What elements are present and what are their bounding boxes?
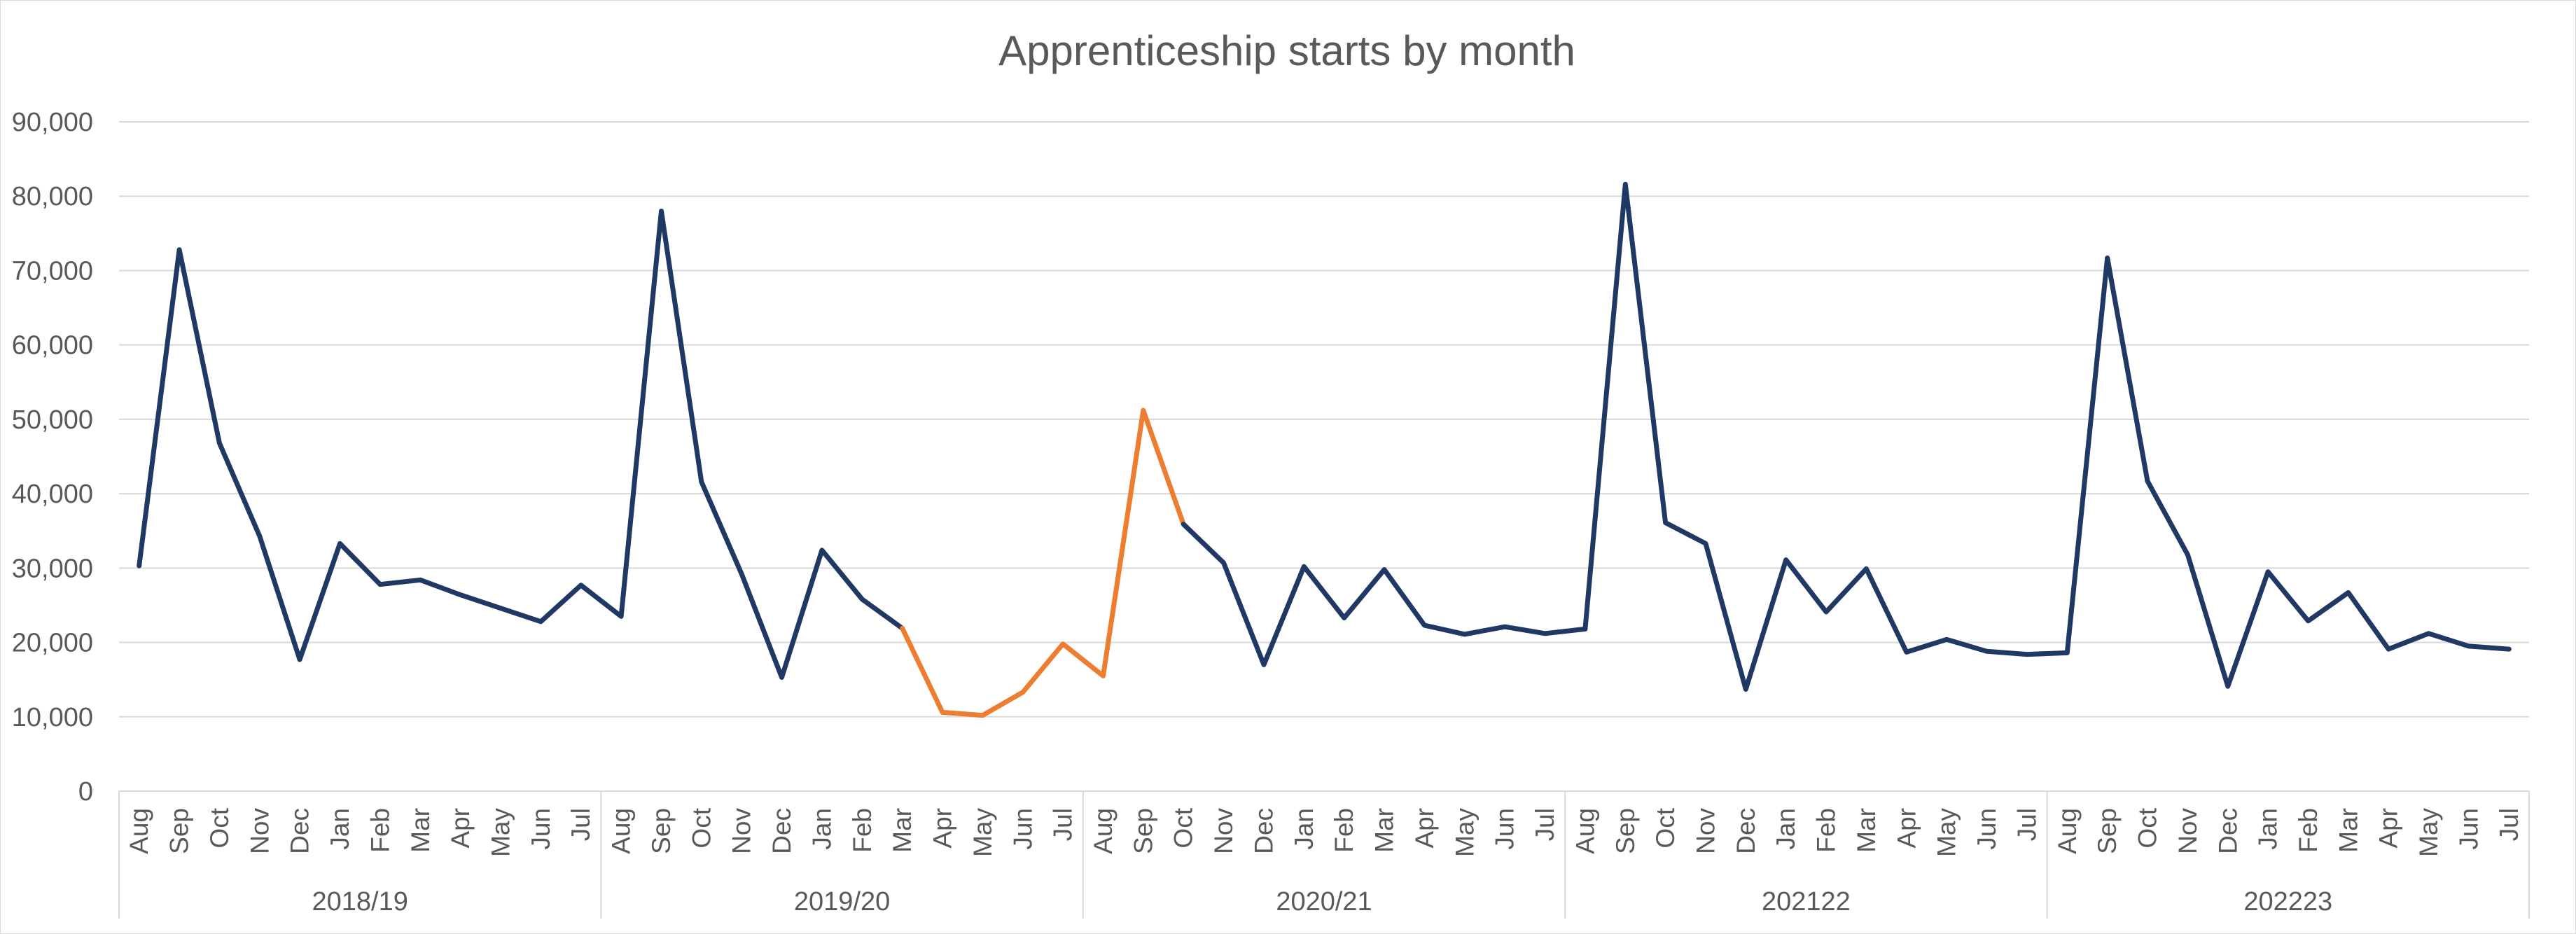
x-tick-label: Jun [527, 808, 555, 850]
y-tick-label: 80,000 [12, 182, 93, 211]
x-tick-label: Dec [767, 808, 796, 854]
x-group-label: 2019/20 [794, 887, 890, 916]
x-tick-label: Oct [1651, 807, 1680, 848]
x-tick-label: May [968, 808, 997, 857]
series-line [1181, 181, 2512, 692]
x-tick-label: Feb [1330, 808, 1358, 853]
x-tick-label: Feb [2294, 808, 2323, 853]
x-tick-label: Apr [1410, 808, 1439, 849]
x-tick-label: May [486, 808, 515, 857]
x-tick-label: Aug [607, 808, 636, 854]
y-tick-label: 30,000 [12, 554, 93, 583]
x-tick-label: Jun [1972, 808, 2001, 850]
x-tick-label: Sep [1129, 808, 1157, 854]
x-tick-label: Aug [1571, 808, 1599, 854]
x-tick-label: Jan [2254, 808, 2283, 850]
series-line [137, 209, 905, 680]
x-tick-label: Apr [2374, 808, 2403, 849]
x-group-label: 2020/21 [1276, 887, 1372, 916]
x-tick-label: Aug [125, 808, 153, 854]
y-tick-label: 90,000 [12, 108, 93, 137]
x-tick-label: Jun [2454, 808, 2483, 850]
x-tick-label: Apr [446, 808, 475, 849]
x-tick-label: Jul [566, 808, 595, 841]
y-tick-label: 60,000 [12, 331, 93, 361]
gridlines [119, 121, 2529, 792]
x-tick-label: Nov [727, 808, 756, 854]
x-tick-label: Sep [1611, 808, 1640, 854]
x-tick-label: Mar [1852, 808, 1881, 853]
x-tick-label: Jul [1531, 808, 1559, 841]
x-tick-label: Jan [1290, 808, 1318, 850]
y-tick-label: 50,000 [12, 405, 93, 435]
y-axis-labels: 0 10,000 20,000 30,000 40,000 50,000 60,000 70,… [12, 108, 93, 807]
x-tick-label: May [2414, 808, 2443, 857]
x-tick-label: Sep [647, 808, 676, 854]
x-tick-label: Sep [2093, 808, 2122, 854]
x-tick-label: Mar [406, 808, 435, 853]
x-tick-label: Dec [1732, 808, 1760, 854]
x-group-label: 202122 [1762, 887, 1851, 916]
y-tick-label: 0 [78, 777, 93, 807]
y-tick-label: 40,000 [12, 480, 93, 509]
x-tick-label: Jul [2012, 808, 2041, 841]
x-tick-label: Nov [245, 808, 274, 854]
x-tick-label: Oct [1169, 807, 1198, 848]
x-group-label: 202223 [2243, 887, 2332, 916]
x-tick-label: Jun [1008, 808, 1037, 850]
x-tick-label: May [1933, 808, 1961, 857]
x-tick-label: Aug [1089, 808, 1118, 854]
x-tick-label: Mar [888, 808, 917, 853]
x-tick-label: Sep [165, 808, 194, 854]
x-tick-label: Jan [1771, 808, 1800, 850]
x-tick-label: Dec [1249, 808, 1278, 854]
x-tick-label: Apr [1892, 808, 1921, 849]
x-tick-label: Jul [2495, 808, 2523, 841]
x-tick-label: Apr [928, 808, 957, 849]
x-tick-label: Oct [687, 807, 716, 848]
chart-title: Apprenticeship starts by month [998, 27, 1575, 74]
x-tick-label: Nov [2173, 808, 2202, 854]
x-tick-label: Feb [848, 808, 877, 853]
x-tick-label: Nov [1209, 808, 1238, 854]
x-tick-label: May [1450, 808, 1479, 857]
x-tick-label: Mar [2334, 808, 2362, 853]
x-axis: Aug Sep Oct Nov Dec Jan Feb Mar Apr May Jun Jul Aug S… [118, 790, 2530, 919]
x-tick-label: Feb [1812, 808, 1841, 853]
x-tick-label: Feb [365, 808, 394, 853]
series-lines [137, 181, 2512, 718]
x-tick-label: Oct [205, 807, 234, 848]
x-tick-label: Aug [2053, 808, 2082, 854]
x-tick-label: Jun [1491, 808, 1519, 850]
x-tick-label: Dec [2213, 808, 2242, 854]
y-tick-label: 20,000 [12, 629, 93, 658]
series-line-highlight [900, 407, 1186, 718]
x-tick-label: Dec [286, 808, 314, 854]
x-tick-label: Oct [2133, 807, 2162, 848]
x-tick-label: Nov [1691, 808, 1720, 854]
x-tick-label: Mar [1370, 808, 1399, 853]
x-group-label: 2018/19 [312, 887, 408, 916]
y-tick-label: 70,000 [12, 256, 93, 286]
x-tick-label: Jan [807, 808, 836, 850]
y-tick-label: 10,000 [12, 703, 93, 732]
x-tick-label: Jan [326, 808, 354, 850]
x-tick-label: Jul [1049, 808, 1078, 841]
